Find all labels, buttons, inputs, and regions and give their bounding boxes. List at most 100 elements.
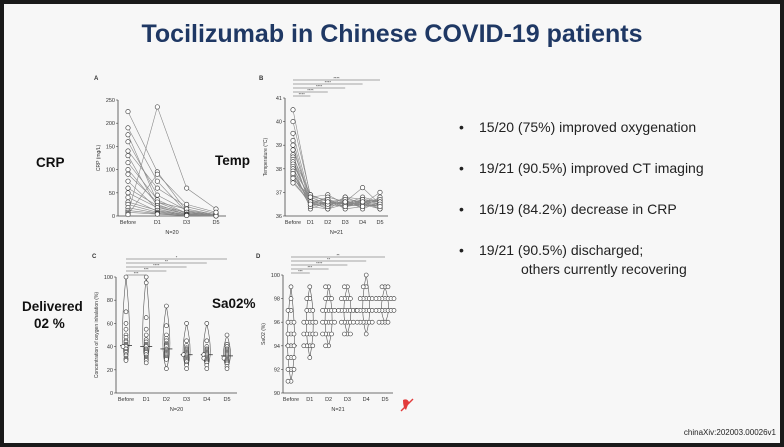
- x-tick-label: Before: [120, 220, 136, 226]
- finding-item: • 15/20 (75%) improved oxygenation: [459, 118, 779, 137]
- data-point: [385, 319, 391, 325]
- y-tick-label: 92: [274, 367, 280, 373]
- data-point: [143, 315, 149, 320]
- data-point: [307, 355, 313, 360]
- y-axis-label: CRP (mg/L): [96, 145, 102, 172]
- data-point: [213, 209, 219, 215]
- data-point: [291, 319, 297, 325]
- y-tick-label: 50: [109, 191, 115, 197]
- data-point: [377, 204, 383, 210]
- finding-list: • 15/20 (75%) improved oxygenation • 19/21…: [459, 118, 779, 301]
- y-tick-label: 150: [106, 144, 115, 150]
- data-point: [290, 137, 296, 143]
- y-tick-label: 96: [274, 320, 280, 326]
- data-point: [377, 189, 383, 195]
- data-point: [125, 185, 131, 191]
- data-point: [391, 308, 397, 313]
- data-point: [125, 132, 131, 138]
- label-sao2: Sa02%: [212, 296, 256, 311]
- series-line: [127, 211, 217, 217]
- data-point: [301, 331, 307, 337]
- violin-outline: [362, 274, 370, 336]
- data-point: [342, 199, 348, 205]
- x-tick-label: D3: [342, 220, 349, 226]
- data-point: [339, 319, 344, 325]
- panel-letter: D: [256, 254, 261, 260]
- data-point: [307, 201, 313, 207]
- series-line: [292, 173, 381, 207]
- data-point: [360, 185, 366, 191]
- x-tick-label: D4: [359, 220, 366, 226]
- y-tick-label: 94: [274, 344, 280, 350]
- data-point: [325, 199, 331, 205]
- data-point: [143, 274, 149, 280]
- x-tick-label: D1: [143, 397, 150, 403]
- y-tick-label: 200: [106, 121, 115, 127]
- significance-label: ****: [333, 76, 340, 81]
- data-point: [125, 148, 131, 154]
- data-point: [164, 303, 169, 309]
- data-point: [320, 331, 325, 337]
- data-point: [224, 332, 230, 338]
- series-line: [127, 174, 217, 215]
- data-point: [123, 326, 129, 332]
- data-point: [291, 343, 297, 349]
- data-point: [184, 213, 190, 219]
- bullet-dot-icon: •: [459, 119, 464, 135]
- data-point: [323, 343, 328, 349]
- data-point: [342, 284, 347, 290]
- data-point: [342, 331, 347, 337]
- data-point: [120, 344, 126, 349]
- series-line: [292, 173, 381, 210]
- data-point: [125, 160, 131, 166]
- data-point: [332, 308, 337, 313]
- data-point: [348, 331, 353, 337]
- x-axis-label: N=21: [331, 407, 344, 413]
- data-point: [154, 104, 160, 110]
- data-point: [369, 296, 375, 301]
- data-point: [391, 296, 397, 301]
- significance-label: ****: [316, 261, 323, 266]
- data-point: [154, 171, 160, 177]
- finding-text: 15/20 (75%) improved oxygenation: [479, 119, 697, 135]
- series-line: [127, 162, 217, 216]
- data-point: [320, 308, 325, 313]
- finding-text-cont: others currently recovering: [521, 261, 687, 277]
- significance-label: ***: [298, 269, 303, 274]
- series-line: [127, 187, 217, 216]
- x-axis-label: N=20: [170, 407, 183, 413]
- y-axis-label: SaO2 (%): [261, 323, 267, 345]
- data-point: [125, 194, 131, 200]
- y-tick-label: 39: [276, 143, 282, 149]
- data-point: [336, 308, 341, 313]
- bullet-dot-icon: •: [459, 242, 464, 258]
- bullet-dot-icon: •: [459, 160, 464, 176]
- data-point: [204, 366, 210, 371]
- x-tick-label: D4: [203, 397, 210, 403]
- data-point: [348, 296, 353, 301]
- x-axis-label: N=21: [330, 230, 343, 236]
- data-point: [290, 175, 296, 181]
- data-point: [125, 125, 131, 131]
- y-tick-label: 98: [274, 297, 280, 303]
- x-tick-label: D1: [306, 397, 313, 403]
- data-point: [323, 296, 328, 301]
- data-point: [164, 366, 169, 371]
- y-tick-label: 60: [107, 321, 113, 327]
- data-point: [307, 194, 313, 200]
- significance-label: *: [176, 255, 178, 260]
- data-point: [313, 319, 319, 325]
- slide: Tocilizumab in Chinese COVID-19 patients…: [4, 4, 780, 443]
- data-point: [304, 308, 310, 313]
- y-tick-label: 20: [107, 368, 113, 374]
- slide-title: Tocilizumab in Chinese COVID-19 patients: [141, 20, 643, 48]
- series-line: [292, 178, 381, 207]
- data-point: [285, 355, 291, 360]
- series-line: [292, 178, 381, 207]
- data-point: [285, 308, 291, 313]
- data-point: [154, 185, 160, 191]
- data-point: [342, 204, 348, 210]
- finding-text: 19/21 (90.5%) improved CT imaging: [479, 160, 704, 176]
- data-point: [290, 107, 296, 113]
